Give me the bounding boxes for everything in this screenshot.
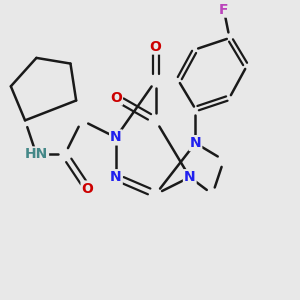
Text: N: N: [110, 130, 122, 144]
Text: N: N: [110, 170, 122, 184]
Text: O: O: [82, 182, 94, 196]
Text: N: N: [190, 136, 201, 150]
Text: F: F: [219, 3, 229, 16]
Text: O: O: [110, 91, 122, 105]
Text: HN: HN: [25, 148, 48, 161]
Text: N: N: [184, 170, 196, 184]
Text: O: O: [150, 40, 162, 53]
